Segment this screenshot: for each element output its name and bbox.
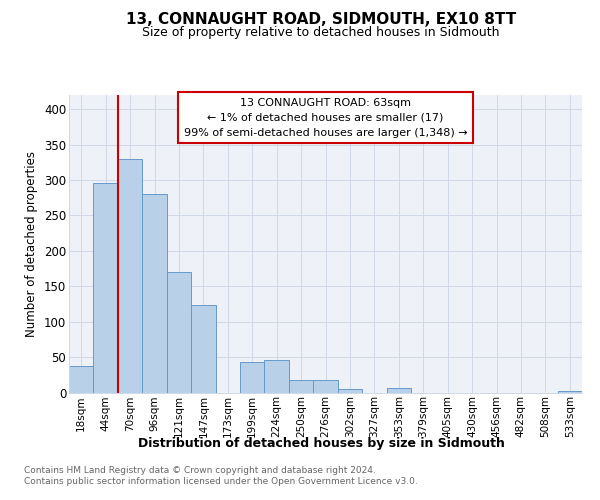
Bar	[69, 366, 94, 392]
Bar	[118, 159, 142, 392]
Bar	[557, 391, 582, 392]
Bar	[386, 388, 411, 392]
Bar	[167, 272, 191, 392]
Bar	[338, 389, 362, 392]
Bar	[94, 183, 118, 392]
Y-axis label: Number of detached properties: Number of detached properties	[25, 151, 38, 337]
Bar	[313, 380, 338, 392]
Bar	[240, 362, 265, 392]
Text: Size of property relative to detached houses in Sidmouth: Size of property relative to detached ho…	[142, 26, 500, 39]
Bar	[191, 306, 215, 392]
Bar	[265, 360, 289, 392]
Bar	[142, 194, 167, 392]
Text: 13, CONNAUGHT ROAD, SIDMOUTH, EX10 8TT: 13, CONNAUGHT ROAD, SIDMOUTH, EX10 8TT	[126, 12, 516, 28]
Text: 13 CONNAUGHT ROAD: 63sqm
← 1% of detached houses are smaller (17)
99% of semi-de: 13 CONNAUGHT ROAD: 63sqm ← 1% of detache…	[184, 98, 467, 138]
Text: Distribution of detached houses by size in Sidmouth: Distribution of detached houses by size …	[137, 438, 505, 450]
Bar	[289, 380, 313, 392]
Text: Contains HM Land Registry data © Crown copyright and database right 2024.: Contains HM Land Registry data © Crown c…	[24, 466, 376, 475]
Text: Contains public sector information licensed under the Open Government Licence v3: Contains public sector information licen…	[24, 477, 418, 486]
